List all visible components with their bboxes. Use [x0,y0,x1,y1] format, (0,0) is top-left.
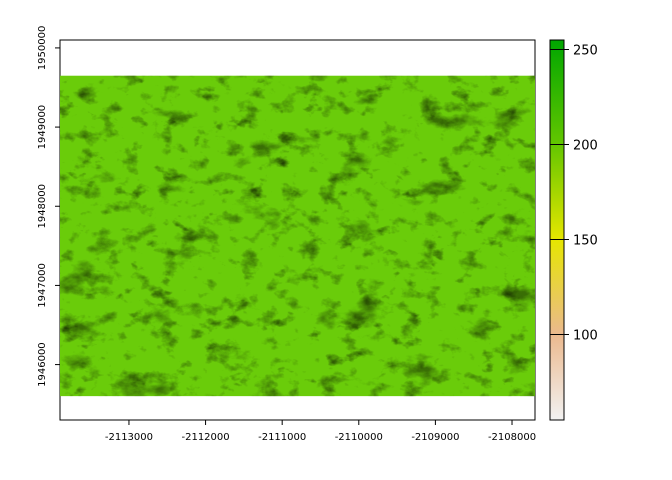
y-tick-label: 1950000 [37,26,48,71]
legend-ticks: 100 150 200 250 [550,44,598,344]
legend-tick-label: 100 [573,329,598,344]
x-tick-label: -2108000 [488,432,536,443]
y-axis: 1946000 1947000 1948000 1949000 1950000 [37,26,60,387]
y-tick-label: 1946000 [37,342,48,387]
raster-image [60,75,535,397]
legend: 100 150 200 250 [549,39,598,421]
legend-tick-label: 200 [573,139,598,154]
legend-tick-label: 250 [573,44,598,59]
x-tick-label: -2113000 [105,432,153,443]
y-tick-label: 1948000 [37,184,48,229]
x-tick-label: -2111000 [258,432,306,443]
x-tick-label: -2109000 [411,432,459,443]
x-axis: -2113000 -2112000 -2111000 -2110000 -2109000… [105,420,536,443]
y-tick-label: 1947000 [37,263,48,308]
x-tick-label: -2112000 [181,432,229,443]
y-tick-label: 1949000 [37,105,48,150]
legend-tick-label: 150 [573,234,598,249]
raster-pink [60,75,535,397]
x-tick-label: -2110000 [335,432,383,443]
legend-colorbar [549,39,565,421]
